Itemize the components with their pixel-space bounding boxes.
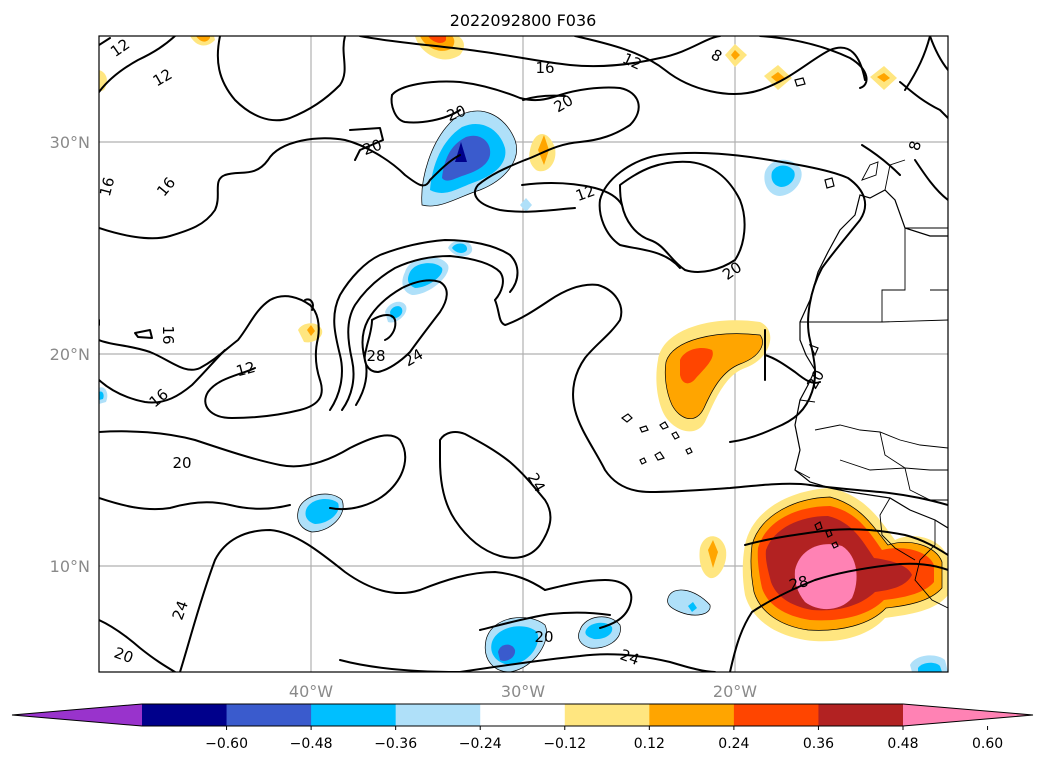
lat-label: 20°N (50, 345, 90, 364)
colorbar-tick-label: 0.36 (803, 736, 834, 752)
lon-label: 40°W (289, 682, 333, 701)
colorbar: −0.60 −0.48 −0.36 −0.24 −0.12 0.12 0.24 0.36 0.4… (11, 703, 1034, 752)
positive-anomaly-central-east (656, 320, 771, 432)
lat-label: 10°N (50, 557, 90, 576)
colorbar-outline (11, 703, 1034, 727)
colorbar-tick-label: −0.24 (459, 736, 502, 752)
positive-anomaly-southeast (742, 488, 948, 642)
colorbar-tick-label: 0.60 (972, 736, 1003, 752)
colorbar-tick-label: 0.24 (718, 736, 749, 752)
latitude-labels: 30°N 20°N 10°N (50, 133, 90, 576)
colorbar-bin (564, 704, 650, 726)
colorbar-bin (480, 704, 566, 726)
colorbar-tick-label: 0.12 (634, 736, 665, 752)
map-frame (98, 35, 949, 673)
colorbar-bin (311, 704, 397, 726)
figure-title: 2022092800 F036 (450, 11, 597, 30)
colorbar-extend-high (903, 704, 1033, 726)
negative-anomaly-central (385, 240, 473, 323)
map-area: 12 12 16 12 8 8 20 20 20 12 16 16 20 16 … (96, 36, 948, 672)
colorbar-bin (142, 704, 228, 726)
contour-label: 16 (535, 59, 554, 77)
contour-label: 28 (787, 572, 810, 594)
contour-label: 24 (618, 646, 642, 669)
contour-label: 28 (366, 347, 385, 365)
negative-anomaly-north (421, 110, 517, 207)
colorbar-tick-label: −0.60 (205, 736, 248, 752)
negative-anomaly-west (297, 493, 344, 532)
lat-label: 30°N (50, 133, 90, 152)
contour-lines (99, 36, 948, 672)
positive-anomaly-spots (99, 36, 897, 579)
contour-label: 16 (96, 175, 118, 198)
coastlines (620, 77, 948, 609)
contour-label: 20 (534, 628, 553, 646)
negative-anomaly-northeast (764, 159, 802, 196)
colorbar-tick-label: −0.48 (290, 736, 333, 752)
colorbar-tick-label: −0.36 (374, 736, 417, 752)
contour-label: 24 (169, 598, 192, 622)
contour-label: 16 (159, 325, 177, 344)
longitude-labels: 40°W 30°W 20°W (289, 682, 757, 701)
colorbar-tick-label: −0.12 (543, 736, 586, 752)
colorbar-bin (818, 704, 904, 726)
colorbar-extend-low (12, 704, 142, 726)
colorbar-bin (226, 704, 312, 726)
colorbar-bin (649, 704, 735, 726)
colorbar-bin (395, 704, 481, 726)
contour-label: 20 (172, 454, 191, 472)
lon-label: 30°W (501, 682, 545, 701)
colorbar-bin (733, 704, 819, 726)
shaded-regions (99, 36, 948, 672)
contour-label: 8 (905, 139, 925, 153)
contour-label: 20 (112, 644, 136, 667)
contour-label: 20 (360, 136, 384, 159)
lon-label: 20°W (713, 682, 757, 701)
contour-label: 12 (234, 358, 257, 380)
colorbar-tick-label: 0.48 (887, 736, 918, 752)
contour-label: 20 (444, 102, 468, 125)
contour-label: 12 (573, 182, 597, 205)
